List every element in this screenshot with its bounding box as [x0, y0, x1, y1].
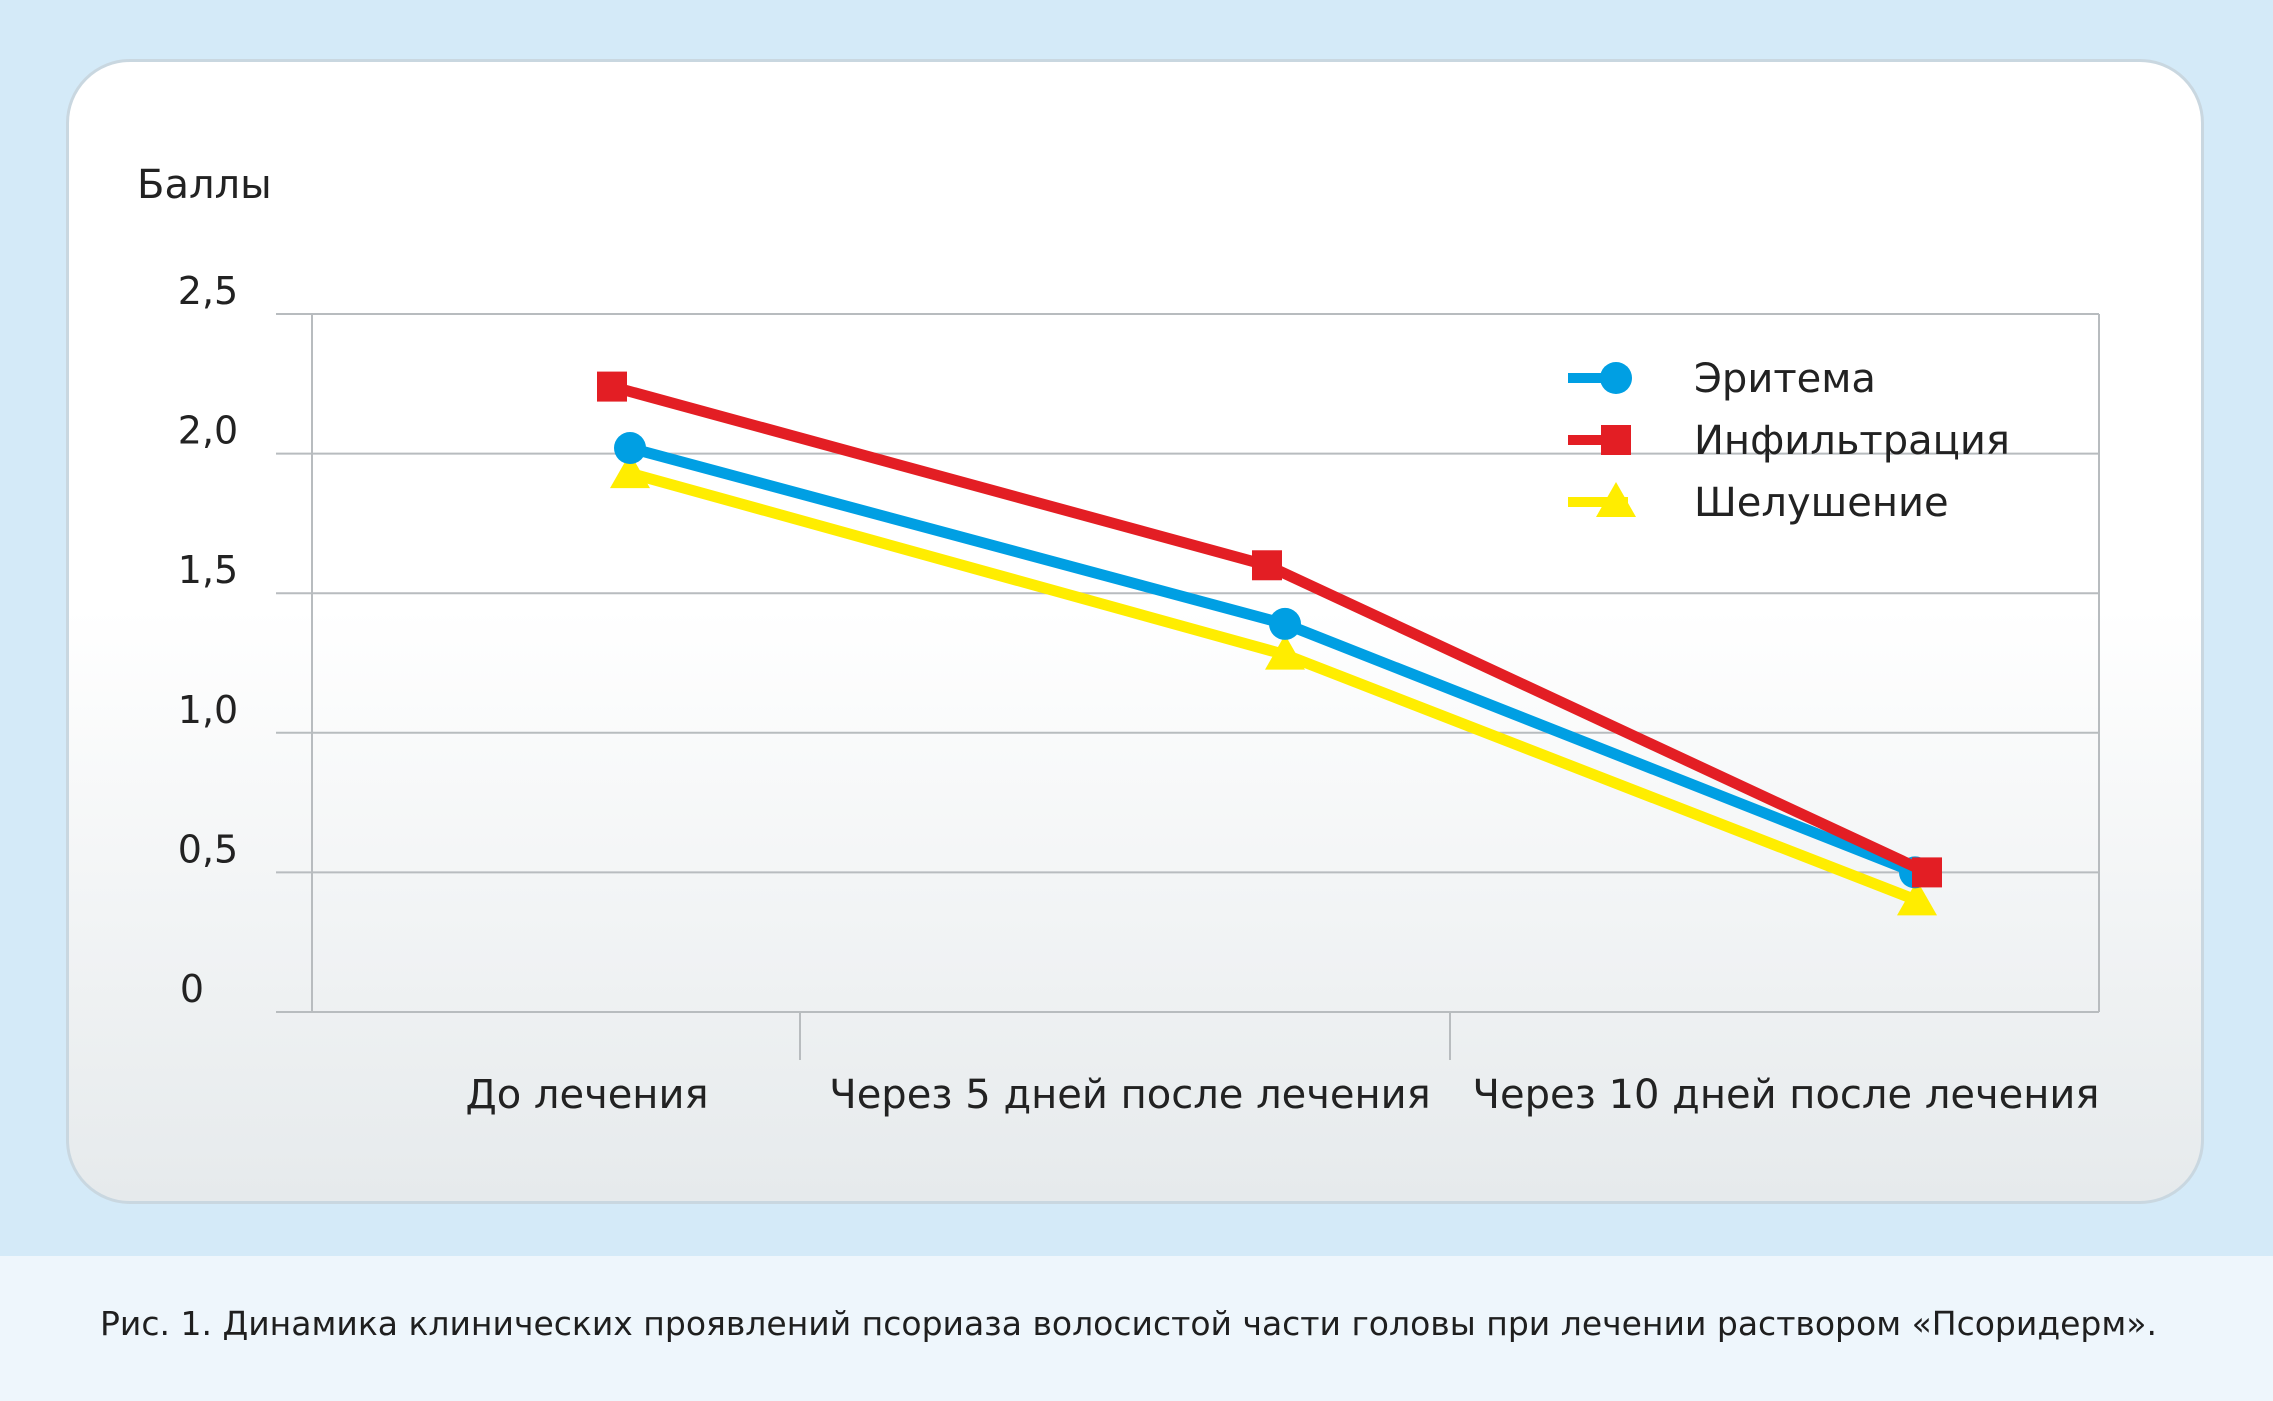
legend: Эритема Инфильтрация Шелушение — [1568, 356, 2010, 526]
y-tick-labels: 0 0,5 1,0 1,5 2,0 2,5 — [178, 269, 238, 1011]
legend-item: Эритема — [1568, 356, 1876, 402]
data-point — [1265, 634, 1305, 670]
y-tick-label: 1,5 — [178, 548, 238, 592]
series-line — [628, 467, 1919, 906]
series-group — [597, 371, 1942, 916]
y-tick-label: 1,0 — [178, 688, 238, 732]
data-point — [614, 432, 646, 465]
legend-label: Инфильтрация — [1694, 418, 2010, 464]
caption-band — [0, 1256, 2273, 1401]
y-tick-label: 0,5 — [178, 827, 238, 871]
data-point — [597, 371, 627, 402]
x-tick-label: До лечения — [465, 1072, 708, 1118]
legend-label: Шелушение — [1694, 480, 1949, 526]
legend-marker — [1596, 482, 1636, 517]
figure-caption: Рис. 1. Динамика клинических проявлений … — [100, 1304, 2157, 1343]
data-point — [1912, 857, 1942, 888]
chart-card — [66, 59, 2204, 1204]
x-tick-labels: До лечения Через 5 дней после лечения Чере… — [465, 1072, 2099, 1118]
axes — [311, 314, 2100, 1060]
y-axis-label: Баллы — [137, 162, 272, 208]
data-point — [1269, 607, 1301, 640]
x-tick-label: Через 10 дней после лечения — [1473, 1072, 2100, 1118]
grid-lines — [276, 313, 2099, 1013]
legend-marker — [1601, 425, 1631, 455]
series-2 — [597, 371, 1942, 888]
legend-item: Шелушение — [1568, 480, 1949, 526]
y-tick-label: 2,0 — [178, 409, 238, 453]
y-tick-label: 0 — [180, 967, 204, 1011]
data-point — [1897, 880, 1937, 916]
legend-marker — [1600, 362, 1632, 394]
series-3 — [610, 453, 1937, 916]
y-tick-label: 2,5 — [178, 269, 238, 313]
data-point — [610, 453, 650, 489]
legend-item: Инфильтрация — [1568, 418, 2010, 464]
x-tick-label: Через 5 дней после лечения — [829, 1072, 1430, 1118]
legend-label: Эритема — [1694, 356, 1876, 402]
data-point — [1252, 550, 1282, 581]
